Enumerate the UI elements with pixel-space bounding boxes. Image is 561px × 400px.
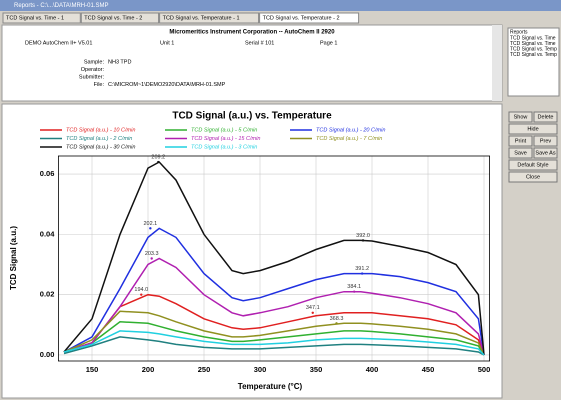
tab-label: TCD Signal vs. Time - 2 — [84, 15, 142, 21]
peak-label: 209.2 — [151, 154, 165, 160]
field-value: C:\MICROM~1\DEMO2920\DATA\MRH-01.SMP — [108, 82, 226, 88]
legend-label: TCD Signal (a.u.) - 3 C/min — [191, 144, 257, 150]
x-tick-label: 450 — [422, 365, 435, 374]
peak-marker — [157, 160, 160, 164]
company: Micromeritics Instrument Corporation -- … — [169, 30, 335, 36]
peak-marker — [335, 322, 338, 325]
button-label: Delete — [538, 114, 554, 120]
peak-marker — [361, 239, 365, 242]
button-label: Prev — [540, 138, 552, 144]
list-item: TCD Signal vs. Temp — [510, 52, 557, 58]
y-tick-label: 0.06 — [40, 169, 55, 178]
y-axis-label: TCD Signal (a.u.) — [9, 226, 18, 290]
list-item: TCD Signal vs. Temp — [510, 46, 557, 52]
tab[interactable] — [159, 12, 260, 24]
x-tick-label: 300 — [254, 365, 267, 374]
button-label: Close — [526, 174, 540, 180]
scrollbar — [492, 25, 502, 101]
header-panel — [1, 24, 503, 102]
page: Page 1 — [320, 40, 337, 46]
field-label: File: — [94, 82, 105, 88]
legend-label: TCD Signal (a.u.) - 10 C/min — [66, 127, 135, 133]
peak-marker — [140, 293, 143, 296]
button-label: Save — [514, 150, 527, 156]
button[interactable] — [508, 111, 533, 123]
peak-marker — [149, 227, 152, 230]
field-label: Submitter: — [79, 74, 105, 80]
legend-label: TCD Signal (a.u.) - 30 C/min — [66, 144, 135, 150]
button[interactable] — [508, 135, 533, 147]
window-title: Reports - C:\...\DATA\MRH-01.SMP — [14, 3, 108, 9]
series-line — [63, 330, 485, 356]
tab[interactable] — [2, 12, 81, 24]
series-line — [63, 227, 485, 356]
peak-label: 203.3 — [145, 251, 159, 257]
y-tick-label: 0.04 — [40, 229, 55, 238]
peak-marker — [352, 290, 356, 293]
x-tick-label: 500 — [478, 365, 491, 374]
field-label: Sample: — [84, 59, 105, 65]
x-tick-label: 400 — [366, 365, 379, 374]
button-label: Print — [515, 138, 527, 144]
x-tick-label: 350 — [310, 365, 323, 374]
tab-label: TCD Signal vs. Temperature - 2 — [263, 15, 340, 21]
peak-marker — [150, 257, 153, 260]
peak-label: 392.0 — [356, 233, 370, 239]
legend-label: TCD Signal (a.u.) - 2 C/min — [66, 136, 132, 142]
tab-label: TCD Signal vs. Time - 1 — [6, 15, 64, 21]
button-label: Hide — [527, 126, 538, 132]
series-line — [63, 310, 485, 356]
x-axis-label: Temperature (°C) — [238, 382, 303, 391]
button[interactable] — [508, 171, 558, 183]
title-bar — [0, 0, 561, 11]
plot-frame — [58, 155, 491, 362]
software: DEMO AutoChem II+ V5.01 — [25, 40, 92, 46]
button[interactable] — [508, 123, 558, 135]
tab[interactable] — [259, 12, 360, 24]
legend-label: TCD Signal (a.u.) - 5 C/min — [191, 127, 257, 133]
peak-label: 368.3 — [330, 316, 344, 322]
x-tick-label: 250 — [198, 365, 211, 374]
unit: Unit 1 — [160, 40, 174, 46]
peak-label: 384.1 — [347, 284, 361, 290]
x-tick-label: 150 — [86, 365, 99, 374]
legend-label: TCD Signal (a.u.) - 15 C/min — [191, 136, 260, 142]
report-list[interactable] — [507, 27, 560, 97]
button[interactable] — [508, 147, 533, 159]
peak-label: 202.1 — [143, 221, 157, 227]
button-label: Default Style — [517, 162, 548, 168]
button[interactable] — [533, 135, 558, 147]
legend-label: TCD Signal (a.u.) - 20 C/min — [316, 127, 385, 133]
tab[interactable] — [80, 12, 160, 24]
peak-marker — [360, 272, 364, 275]
button[interactable] — [508, 159, 558, 171]
button[interactable] — [533, 111, 558, 123]
legend-label: TCD Signal (a.u.) - 7 C/min — [316, 136, 382, 142]
list-item: TCD Signal vs. Time — [510, 41, 556, 47]
peak-label: 194.0 — [134, 287, 148, 293]
button-label: Show — [514, 114, 528, 120]
button[interactable] — [533, 147, 558, 159]
series-line — [63, 293, 485, 356]
peak-label: 391.2 — [355, 266, 369, 272]
peak-marker — [311, 311, 314, 314]
x-tick-label: 200 — [142, 365, 155, 374]
list-item: TCD Signal vs. Time — [510, 35, 556, 41]
y-tick-label: 0.00 — [40, 350, 55, 359]
series-line — [63, 161, 485, 356]
field-value: NH3 TPD — [108, 59, 131, 65]
serial: Serial # 101 — [245, 40, 274, 46]
series-line — [63, 257, 485, 356]
button-label: Save As — [535, 150, 555, 156]
chart-title: TCD Signal (a.u.) vs. Temperature — [172, 111, 332, 122]
field-label: Operator: — [81, 67, 105, 73]
list-title: Reports — [510, 29, 528, 35]
y-tick-label: 0.02 — [40, 290, 55, 299]
tab-label: TCD Signal vs. Temperature - 1 — [163, 15, 240, 21]
series-line — [63, 321, 485, 356]
series-line — [63, 336, 485, 356]
peak-label: 347.1 — [306, 305, 320, 311]
